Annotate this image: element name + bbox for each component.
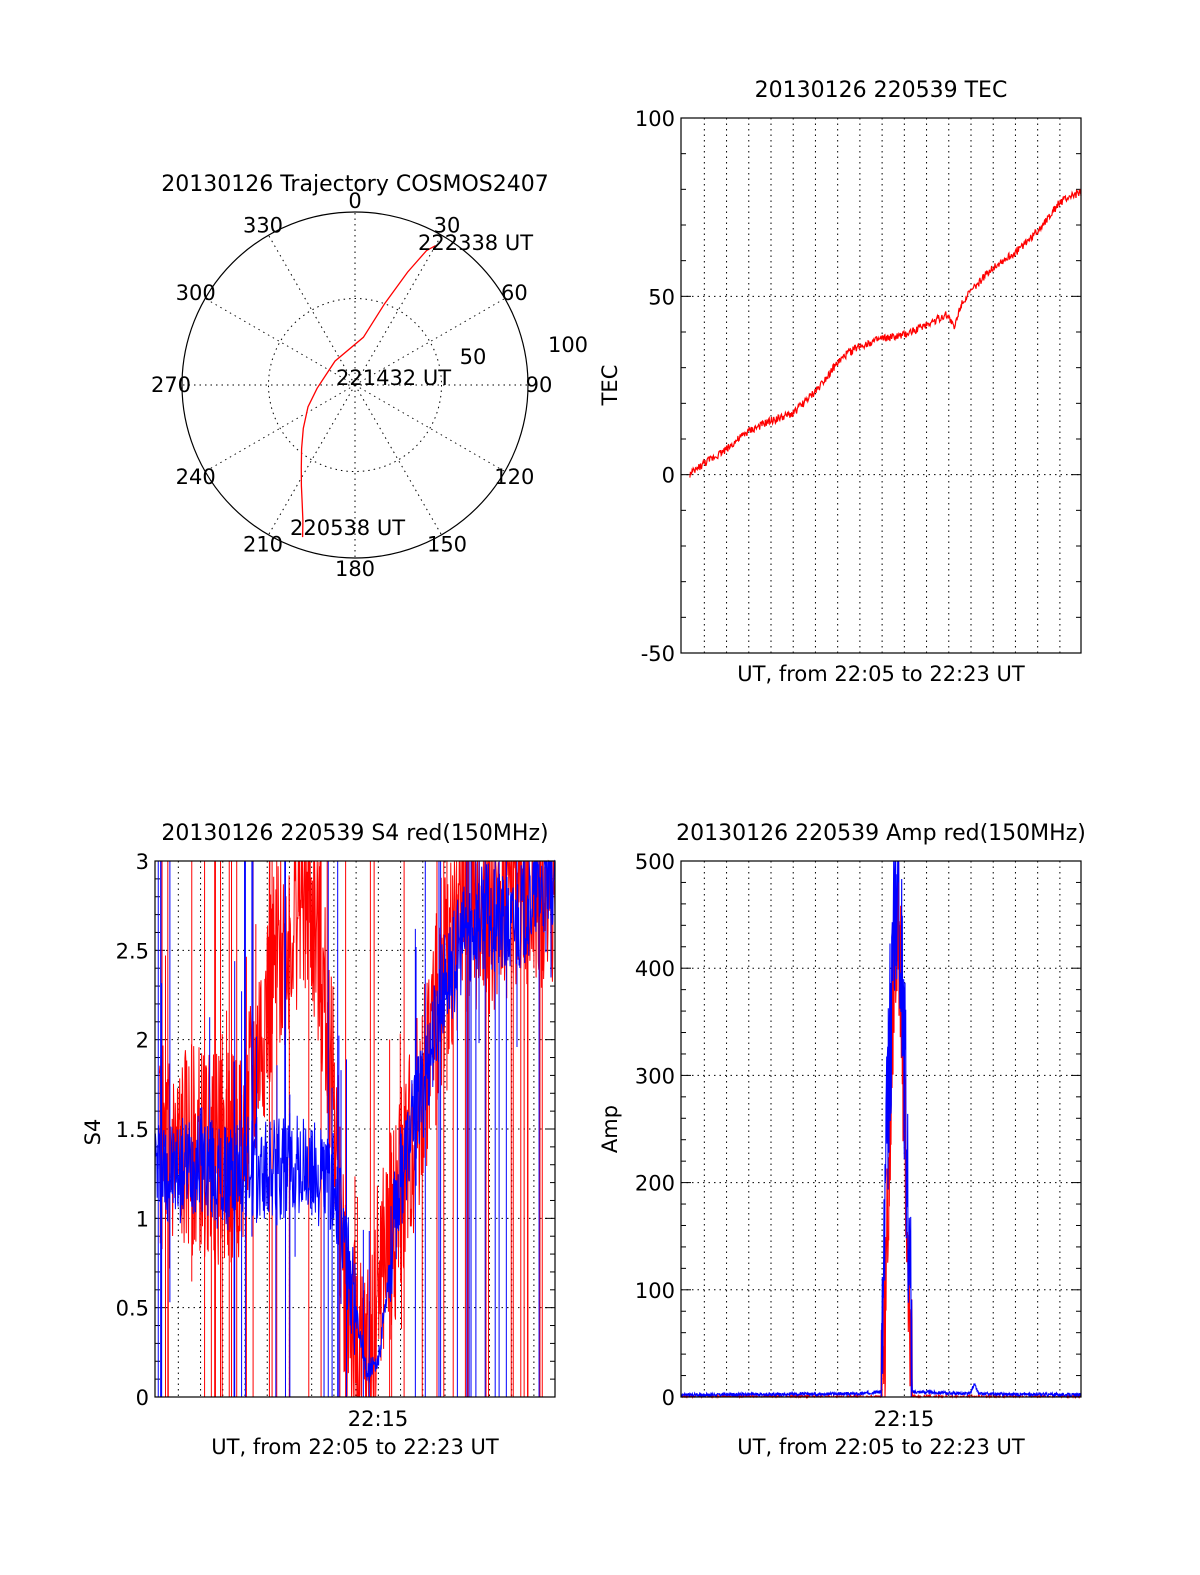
polar-spoke [204, 384, 356, 472]
polar-angle-labels: 0 30 60 90 120 150 180 210 240 270 300 330 [151, 189, 552, 581]
tec-ylabel: TEC [598, 365, 622, 407]
polar-angle-label: 30 [434, 214, 461, 238]
y-tick-label: -50 [641, 642, 675, 666]
polar-outer-circle [181, 211, 529, 559]
polar-angle-label: 240 [176, 465, 216, 489]
polar-trajectory [300, 245, 436, 538]
polar-radius-label-100: 100 [548, 333, 588, 357]
s4-ylabel: S4 [81, 1119, 105, 1146]
polar-annotation-start: 220538 UT [290, 516, 405, 540]
polar-radius-label-50: 50 [460, 345, 487, 369]
tec-xlabel: UT, from 22:05 to 22:23 UT [737, 662, 1025, 686]
amp-xlabel: UT, from 22:05 to 22:23 UT [737, 1435, 1025, 1459]
polar-spoke [204, 298, 356, 386]
y-tick-label: 0 [662, 1386, 675, 1410]
tec-plot-area: -50 0 50 100 [635, 107, 1082, 666]
amp-plot-area: 0 100 200 300 400 500 [635, 850, 1082, 1410]
polar-angle-label: 60 [501, 281, 528, 305]
y-tick-label: 400 [635, 957, 675, 981]
polar-spoke [354, 384, 506, 472]
y-tick-label: 3 [136, 850, 149, 874]
series-line [689, 189, 1082, 478]
polar-annotation-end: 222338 UT [418, 231, 533, 255]
y-tick-label: 200 [635, 1172, 675, 1196]
amp-ylabel: Amp [598, 1105, 622, 1153]
s4-title: 20130126 220539 S4 red(150MHz) [161, 821, 548, 846]
amp-xtick: 22:15 [874, 1407, 935, 1431]
amp-panel: 20130126 220539 Amp red(150MHz) 0 100 200 3… [598, 821, 1086, 1459]
polar-grid [182, 212, 528, 558]
polar-angle-label: 120 [494, 465, 534, 489]
y-tick-label: 500 [635, 850, 675, 874]
y-tick-label: 300 [635, 1064, 675, 1088]
tec-frame [680, 117, 1082, 654]
y-tick-label: 0 [662, 464, 675, 488]
polar-spoke [268, 234, 356, 386]
y-tick-label: 50 [648, 285, 675, 309]
polar-angle-label: 210 [243, 532, 283, 556]
tec-title: 20130126 220539 TEC [755, 78, 1008, 103]
polar-annotation-mid: 221432 UT [336, 366, 451, 390]
polar-spoke [354, 384, 442, 536]
y-tick-label: 1 [136, 1207, 149, 1231]
polar-angle-label: 150 [427, 532, 467, 556]
amp-frame [680, 860, 1082, 1398]
polar-angle-label: 300 [176, 281, 216, 305]
s4-plot-area: 0 0.5 1 1.5 2 2.5 3 [116, 850, 556, 1410]
polar-angle-label: 90 [526, 373, 553, 397]
y-tick-label: 2 [136, 1029, 149, 1053]
polar-title: 20130126 Trajectory COSMOS2407 [161, 172, 548, 197]
polar-spoke [268, 384, 356, 536]
s4-xlabel: UT, from 22:05 to 22:23 UT [211, 1435, 499, 1459]
y-tick-label: 1.5 [116, 1118, 149, 1142]
series-line [154, 859, 556, 1383]
series-line [680, 860, 1082, 1399]
polar-angle-label: 330 [243, 214, 283, 238]
polar-angle-label: 270 [151, 373, 191, 397]
y-tick-label: 0 [136, 1386, 149, 1410]
y-tick-label: 100 [635, 1279, 675, 1303]
s4-xtick: 22:15 [348, 1407, 409, 1431]
polar-trajectory-line [300, 245, 436, 538]
s4-frame [154, 860, 556, 1398]
tec-panel: 20130126 220539 TEC -50 0 50 100 UT, from 2… [598, 78, 1082, 686]
amp-title: 20130126 220539 Amp red(150MHz) [676, 821, 1086, 846]
polar-inner-circle [268, 298, 442, 472]
polar-angle-label: 180 [335, 557, 375, 581]
s4-panel: 20130126 220539 S4 red(150MHz) 0 0.5 1 1.5 2… [81, 821, 556, 1459]
y-tick-label: 2.5 [116, 939, 149, 963]
polar-panel: 20130126 Trajectory COSMOS2407 0 30 60 90 12… [151, 172, 588, 581]
y-tick-label: 0.5 [116, 1297, 149, 1321]
polar-angle-label: 0 [348, 189, 361, 213]
y-tick-label: 100 [635, 107, 675, 131]
polar-spoke [354, 234, 442, 386]
polar-spoke [354, 298, 506, 386]
